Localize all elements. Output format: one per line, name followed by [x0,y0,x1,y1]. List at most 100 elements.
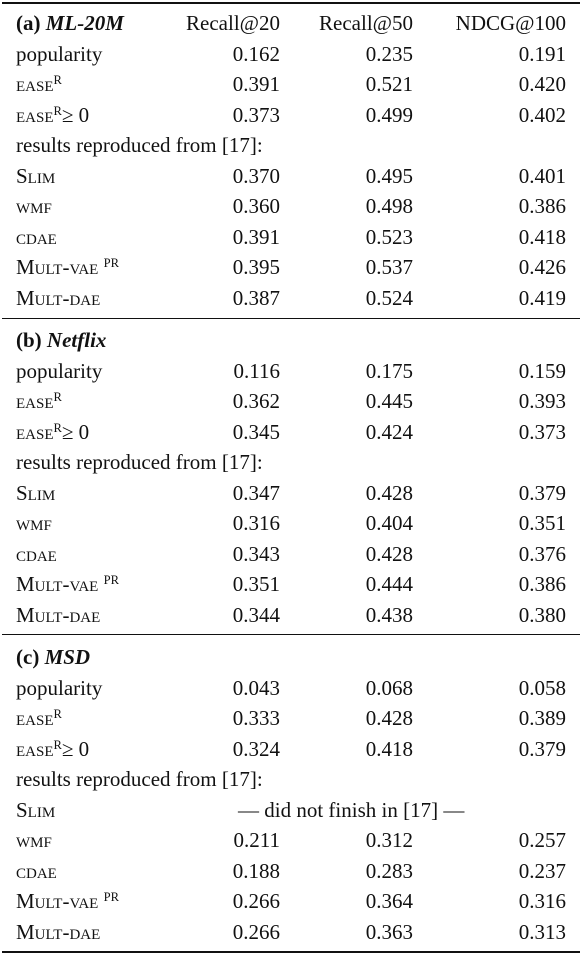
method-suffix: ≥ 0 [61,736,90,761]
recall20-value: 0.345 [232,419,280,444]
method-suffix: ≥ 0 [61,102,90,127]
ndcg100-value: 0.058 [518,675,566,700]
table-row: Slim — did not finish in [17] — [0,795,582,825]
recall20-value: 0.043 [232,675,280,700]
recall50-value: 0.428 [365,706,413,730]
dataset-name: ML-20M [45,11,124,35]
method-label: Mult-vae [16,572,99,596]
method-label: ease [16,419,54,444]
table-row: easeR 0.362 0.445 0.393 [0,386,582,416]
method-label: ease [16,736,54,761]
recall50-value: 0.312 [365,828,413,852]
recall50-value: 0.418 [365,736,413,761]
table-row: Mult-vae PR 0.395 0.537 0.426 [0,252,582,282]
recall20-value: 0.343 [232,541,280,566]
method-label: popularity [16,41,103,66]
recall20-value: 0.266 [232,919,280,944]
ndcg100-value: 0.376 [518,541,566,566]
section-tag: (b) [16,328,42,352]
method-name: wmf [16,825,52,855]
method-label: Mult-vae [16,255,99,279]
recall50-value: 0.523 [365,224,413,249]
recall50-value: 0.445 [365,389,413,413]
method-name: cdae [16,222,57,252]
table-row: Mult-dae 0.387 0.524 0.419 [0,283,582,313]
method-superscript: R [53,390,62,405]
table-row: easeR≥ 0 0.324 0.418 0.379 [0,734,582,764]
recall50-value: 0.404 [365,511,413,535]
recall50-value: 0.068 [365,675,413,700]
ndcg100-value: 0.373 [518,419,566,444]
method-label: wmf [16,194,52,218]
note-row: results reproduced from [17]: [0,447,582,477]
section-header-row: (b) Netflix [0,325,582,355]
bottom-rule [2,951,580,953]
ndcg100-value: 0.379 [518,480,566,505]
ndcg100-value: 0.257 [518,828,566,852]
method-label: Mult-vae [16,889,99,913]
table-row: popularity 0.043 0.068 0.058 [0,673,582,703]
section-header-row: (c) MSD [0,642,582,672]
reproduced-note: results reproduced from [17]: [16,767,263,791]
method-label: Mult-dae [16,285,101,310]
method-name: wmf [16,191,52,221]
ndcg100-value: 0.401 [518,163,566,188]
ndcg100-value: 0.393 [518,389,566,413]
method-label: ease [16,706,54,730]
dataset-name: MSD [44,645,91,669]
table-row: cdae 0.188 0.283 0.237 [0,856,582,886]
recall20-value: 0.116 [233,358,280,383]
section-tag: (a) [16,11,41,35]
column-header-3: NDCG@100 [455,11,566,35]
method-name: easeR≥ 0 [16,734,89,767]
recall50-value: 0.428 [365,541,413,566]
method-name: wmf [16,508,52,538]
method-label: cdae [16,858,57,883]
table-row: Mult-vae PR 0.351 0.444 0.386 [0,569,582,599]
method-superscript: PR [103,256,119,271]
ndcg100-value: 0.313 [518,919,566,944]
recall20-value: 0.162 [232,41,280,66]
method-name: cdae [16,856,57,886]
table-row: easeR≥ 0 0.345 0.424 0.373 [0,417,582,447]
recall50-value: 0.524 [365,285,413,310]
method-label: Mult-dae [16,602,101,627]
method-label: wmf [16,511,52,535]
method-name: easeR≥ 0 [16,100,89,133]
ndcg100-value: 0.420 [518,72,566,96]
method-name: easeR [16,703,62,736]
table-row: wmf 0.360 0.498 0.386 [0,191,582,221]
recall50-value: 0.495 [365,163,413,188]
method-label: wmf [16,828,52,852]
method-name: Mult-vae PR [16,252,119,285]
recall50-value: 0.175 [365,358,413,383]
section-divider [2,634,580,635]
method-label: popularity [16,358,103,383]
method-superscript: R [53,73,62,88]
section-label: (c) MSD [16,642,90,672]
table-row: Mult-vae PR 0.266 0.364 0.316 [0,886,582,916]
method-label: cdae [16,224,57,249]
recall20-value: 0.188 [232,858,280,883]
recall20-value: 0.387 [232,285,280,310]
recall20-value: 0.344 [232,602,280,627]
table-row: Slim 0.370 0.495 0.401 [0,161,582,191]
method-name: Mult-dae [16,283,100,313]
reproduced-note: results reproduced from [17]: [16,450,263,474]
ndcg100-value: 0.419 [518,285,566,310]
method-label: ease [16,389,54,413]
method-suffix: ≥ 0 [61,419,90,444]
recall50-value: 0.444 [365,572,413,596]
ndcg100-value: 0.418 [518,224,566,249]
recall50-value: 0.521 [365,72,413,96]
ndcg100-value: 0.386 [518,194,566,218]
recall50-value: 0.363 [365,919,413,944]
method-name: Mult-dae [16,917,100,947]
method-label: cdae [16,541,57,566]
ndcg100-value: 0.386 [518,572,566,596]
reproduced-note: results reproduced from [17]: [16,133,263,157]
recall20-value: 0.373 [232,102,280,127]
method-name: popularity [16,356,102,386]
column-header-1: Recall@20 [186,11,280,35]
method-name: popularity [16,39,102,69]
